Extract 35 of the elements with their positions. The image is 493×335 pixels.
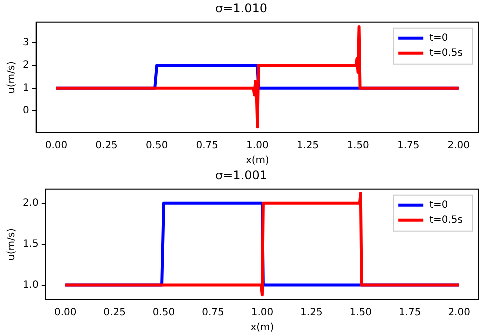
x-tick-label: 0.75 [196, 140, 219, 152]
x-tick-label: 1.50 [350, 308, 372, 319]
x-tick-label: 2.00 [448, 308, 470, 319]
x-tick-label: 0.75 [202, 308, 224, 319]
x-axis-title: x(m) [250, 322, 274, 334]
y-tick-label: 2 [22, 60, 30, 72]
x-tick-label: 1.00 [251, 308, 274, 319]
x-tick-label: 0.25 [96, 140, 118, 152]
chart-title: σ=1.010 [215, 1, 268, 16]
y-tick-label: 3 [22, 37, 30, 48]
x-tick-label: 1.50 [347, 140, 370, 152]
y-tick-label: 2.0 [22, 198, 39, 209]
x-tick-label: 0.25 [104, 308, 126, 319]
y-tick-label: 1.5 [22, 238, 39, 250]
x-tick-label: 0.50 [152, 308, 176, 319]
legend-label: t=0 [430, 200, 448, 211]
x-tick-label: 0.50 [146, 140, 168, 152]
x-tick-label: 1.25 [300, 308, 323, 319]
chart-title: σ=1.001 [215, 168, 268, 182]
legend-label: t=0.5s [430, 214, 464, 226]
x-tick-label: 0.00 [45, 140, 68, 152]
x-tick-label: 1.00 [246, 140, 269, 152]
x-tick-label: 1.75 [398, 308, 422, 319]
y-tick-label: 1.0 [22, 280, 39, 291]
legend-label: t=0.5s [430, 48, 464, 59]
y-axis-title: u(m/s) [6, 61, 18, 94]
x-tick-label: 1.25 [296, 140, 320, 152]
y-tick-label: 0 [22, 106, 30, 117]
x-tick-label: 0.00 [54, 308, 77, 319]
y-tick-label: 1 [22, 82, 30, 94]
y-axis-title: u(m/s) [6, 228, 18, 261]
legend-label: t=0 [430, 32, 448, 44]
x-axis-title: x(m) [246, 156, 270, 167]
x-tick-label: 1.75 [397, 140, 420, 152]
x-tick-label: 2.00 [448, 140, 470, 152]
